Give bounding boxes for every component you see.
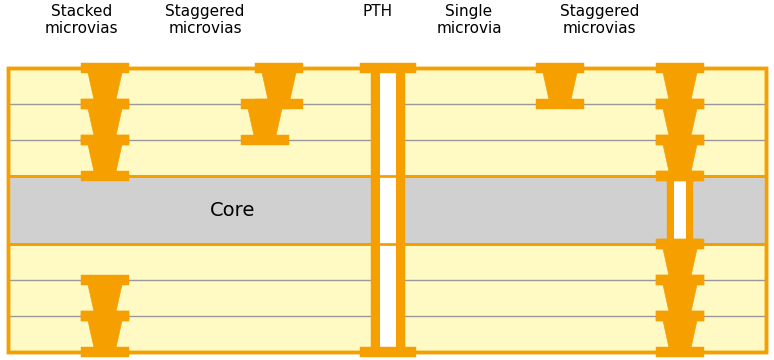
Bar: [656, 275, 704, 285]
Bar: [360, 63, 416, 73]
Bar: [81, 99, 129, 109]
Bar: [81, 347, 129, 357]
Polygon shape: [247, 104, 283, 140]
Polygon shape: [261, 68, 297, 104]
Text: Staggered
microvias: Staggered microvias: [166, 4, 245, 36]
Bar: [8, 68, 766, 352]
Bar: [674, 176, 686, 244]
Bar: [656, 311, 704, 321]
Polygon shape: [542, 68, 578, 104]
Polygon shape: [662, 140, 698, 176]
Polygon shape: [662, 280, 698, 316]
Bar: [360, 347, 416, 357]
Bar: [380, 68, 396, 352]
Bar: [658, 239, 702, 249]
Text: Staggered
microvias: Staggered microvias: [560, 4, 639, 36]
Polygon shape: [87, 104, 123, 140]
Bar: [656, 275, 704, 285]
Bar: [686, 176, 693, 244]
Bar: [536, 63, 584, 73]
Bar: [656, 135, 704, 145]
Bar: [8, 68, 766, 352]
Bar: [241, 135, 289, 145]
Polygon shape: [87, 280, 123, 316]
Bar: [667, 176, 674, 244]
Text: Stacked
microvias: Stacked microvias: [44, 4, 118, 36]
Bar: [8, 176, 766, 244]
Bar: [81, 135, 129, 145]
Text: Single
microvia: Single microvia: [437, 4, 502, 36]
Bar: [81, 171, 129, 181]
Bar: [81, 311, 129, 321]
Polygon shape: [87, 316, 123, 352]
Bar: [656, 347, 704, 357]
Polygon shape: [662, 244, 698, 280]
Bar: [8, 176, 766, 244]
Bar: [255, 63, 303, 73]
Polygon shape: [662, 316, 698, 352]
Bar: [656, 239, 704, 249]
Bar: [656, 135, 704, 145]
Bar: [255, 99, 303, 109]
Text: Core: Core: [210, 201, 255, 220]
Bar: [656, 171, 704, 181]
Polygon shape: [87, 140, 123, 176]
Polygon shape: [662, 104, 698, 140]
Bar: [241, 99, 289, 109]
Bar: [371, 68, 380, 352]
Bar: [81, 99, 129, 109]
Bar: [656, 99, 704, 109]
Text: PTH: PTH: [363, 4, 392, 19]
Bar: [81, 311, 129, 321]
Bar: [536, 99, 584, 109]
Bar: [81, 63, 129, 73]
Bar: [396, 68, 405, 352]
Polygon shape: [87, 68, 123, 104]
Polygon shape: [662, 68, 698, 104]
Bar: [81, 275, 129, 285]
Bar: [658, 171, 702, 181]
Bar: [656, 63, 704, 73]
Bar: [81, 135, 129, 145]
Bar: [656, 99, 704, 109]
Bar: [656, 311, 704, 321]
